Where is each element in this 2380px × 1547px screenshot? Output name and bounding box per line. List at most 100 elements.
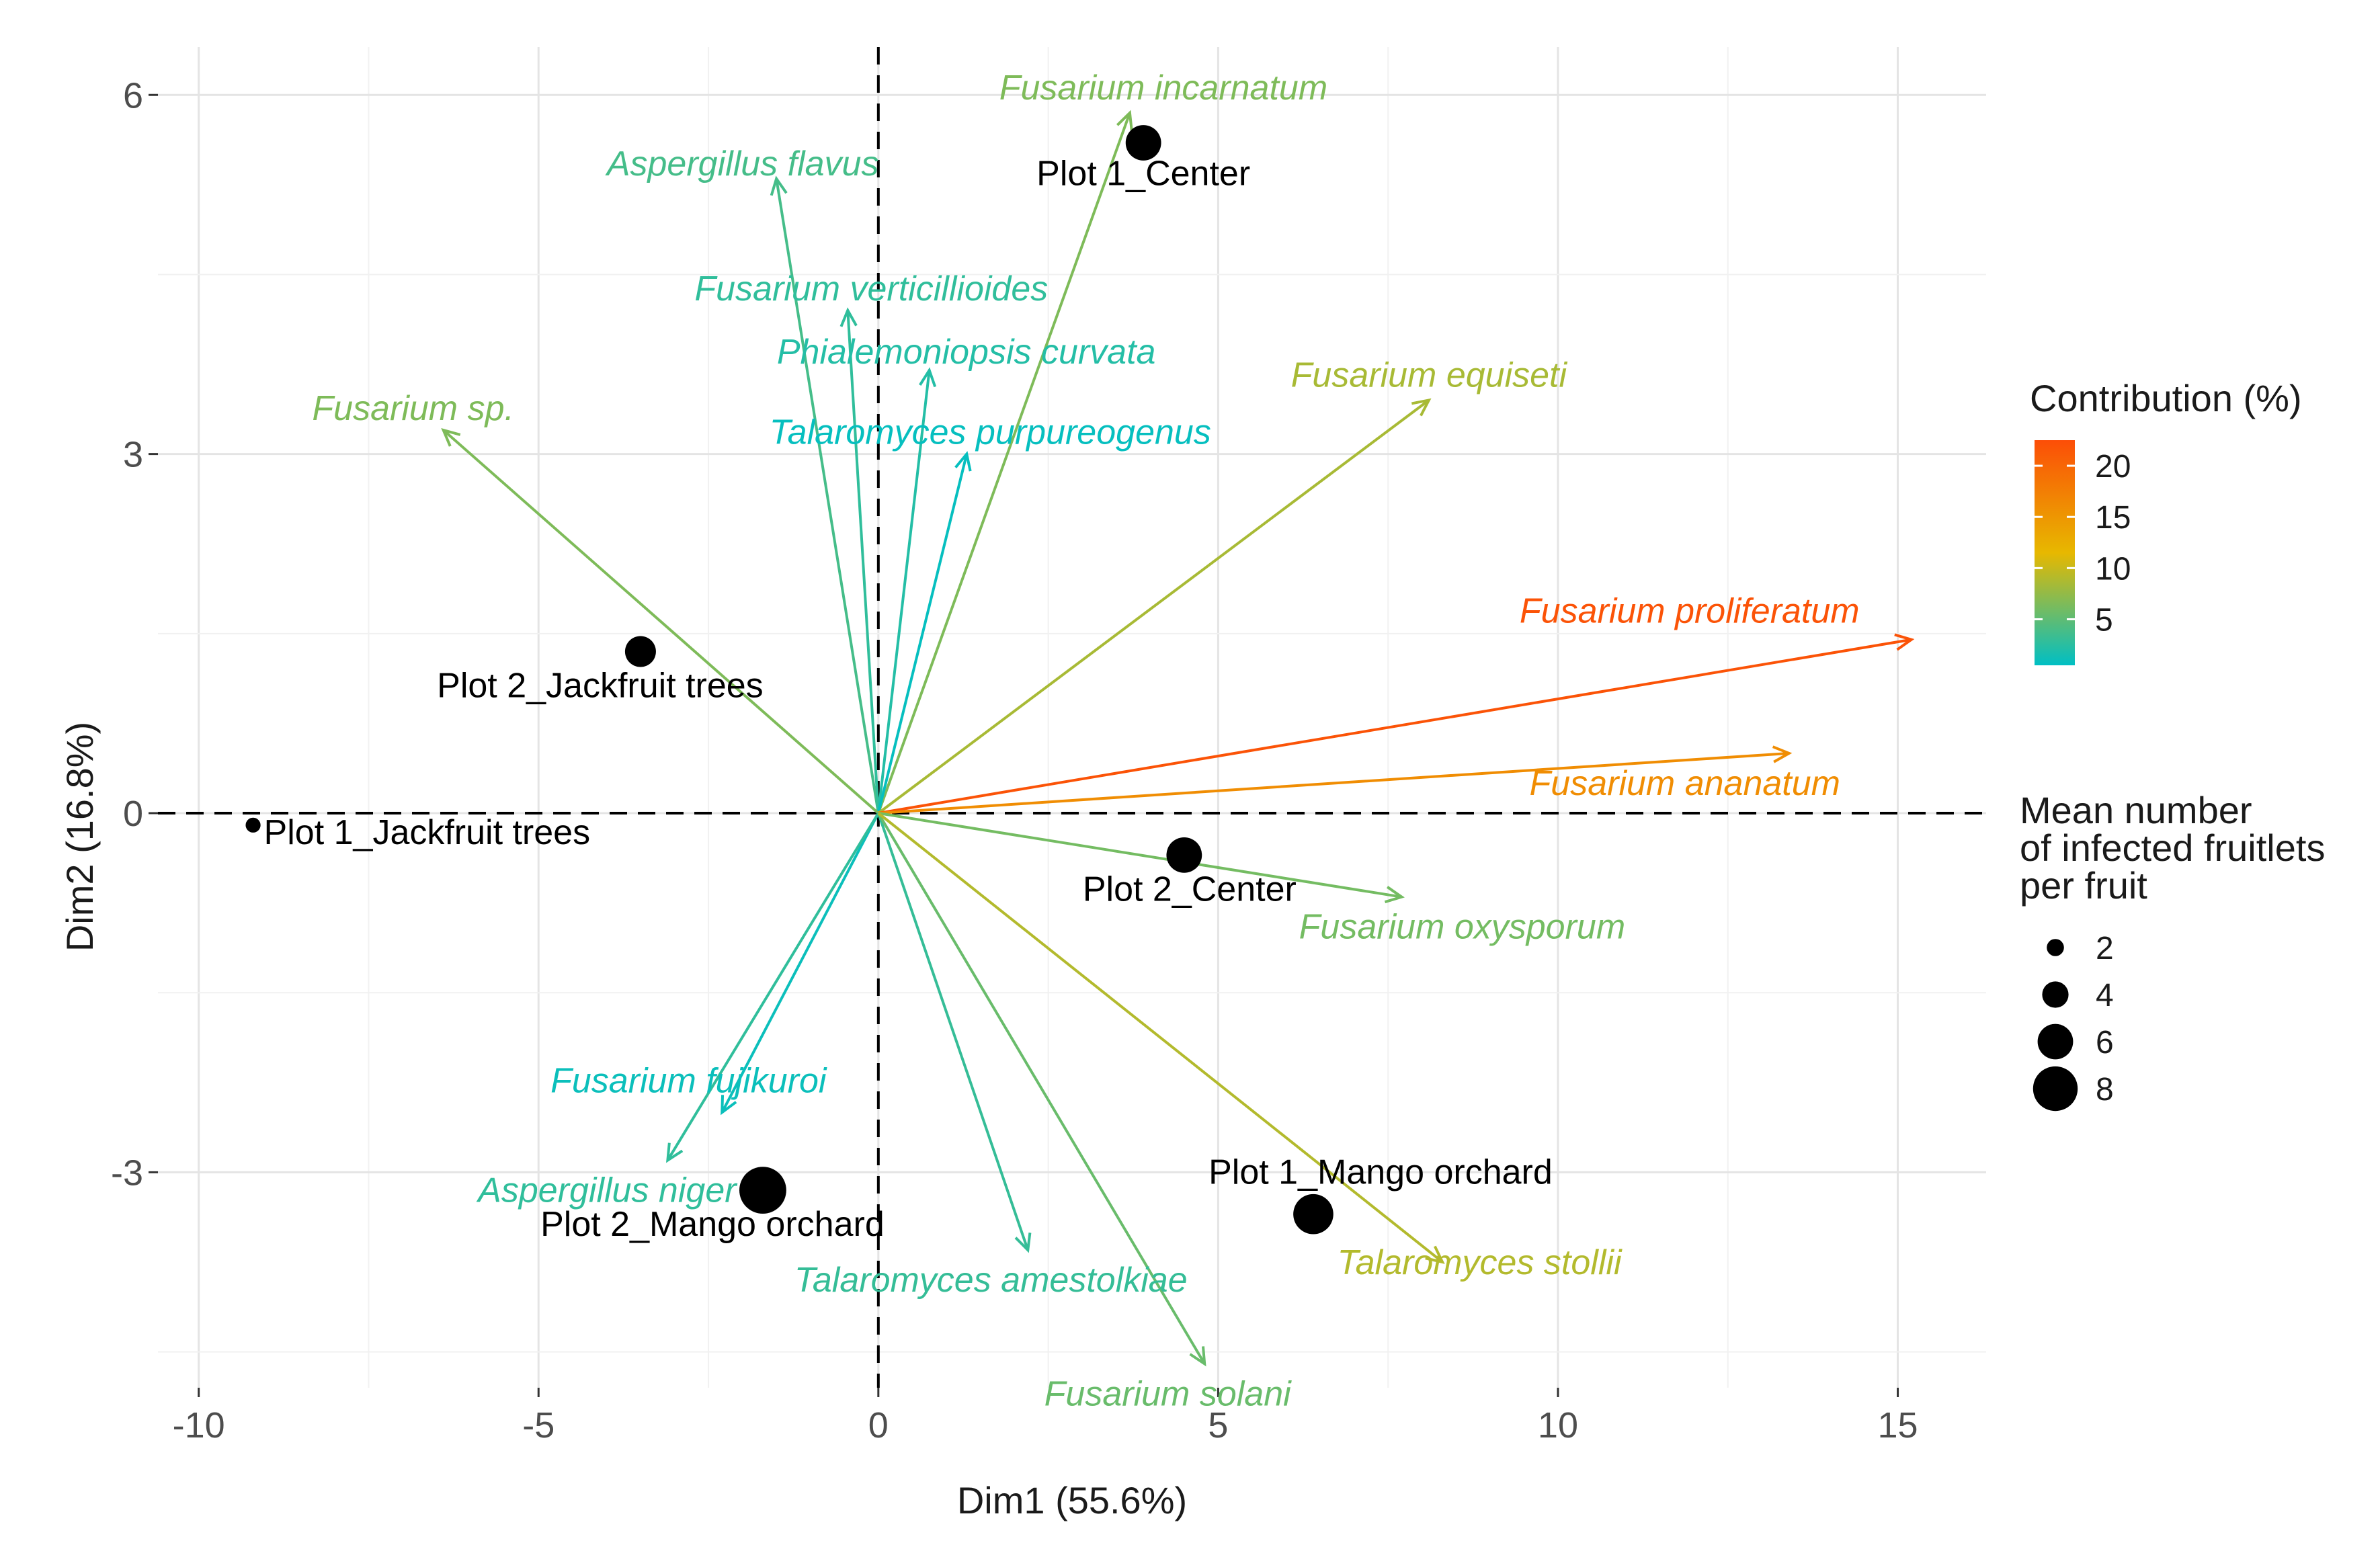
variable-arrow xyxy=(876,451,972,814)
x-tick-label: 5 xyxy=(1208,1405,1228,1446)
arrow-head xyxy=(1772,745,1793,763)
variable-label: Fusarium equiseti xyxy=(1291,356,1568,394)
contribution-colorbar xyxy=(2035,440,2075,665)
individual-points xyxy=(245,125,1333,1235)
size-legend-label: 2 xyxy=(2096,931,2114,966)
arrow-shaft xyxy=(721,812,880,1114)
variable-arrow xyxy=(770,175,880,814)
arrow-head xyxy=(721,1095,737,1116)
grid xyxy=(158,47,1986,1388)
individual-point xyxy=(1125,125,1161,161)
variable-arrow xyxy=(876,367,937,814)
arrow-shaft xyxy=(877,812,1444,1263)
variable-arrow xyxy=(878,812,1405,904)
variable-label: Talaromyces amestolkiae xyxy=(794,1261,1188,1300)
y-tick-label: 0 xyxy=(123,794,143,834)
x-tick-label: 15 xyxy=(1878,1405,1918,1446)
arrow-head xyxy=(1425,1245,1445,1264)
variable-label: Fusarium solani xyxy=(1044,1374,1292,1413)
y-axis-title: Dim2 (16.8%) xyxy=(58,722,101,952)
size-legend-key xyxy=(2033,1066,2078,1112)
variable-label: Fusarium ananatum xyxy=(1530,764,1840,803)
arrow-head xyxy=(1894,633,1915,651)
arrow-shaft xyxy=(877,399,1430,814)
size-legend-key xyxy=(2037,1023,2074,1060)
x-tick-label: 10 xyxy=(1538,1405,1578,1446)
y-tick-label: -3 xyxy=(111,1153,143,1193)
variable-arrow xyxy=(721,812,880,1116)
arrow-shaft xyxy=(775,178,880,814)
x-tick-label: -10 xyxy=(173,1405,225,1446)
arrow-head xyxy=(1384,886,1405,904)
arrow-shaft xyxy=(876,370,931,814)
variable-label: Fusarium fujikuroi xyxy=(550,1061,827,1100)
arrow-shaft xyxy=(876,454,969,814)
individual-label: Plot 2_Center xyxy=(1083,870,1297,909)
arrow-head xyxy=(1014,1232,1032,1253)
y-tick-label: 3 xyxy=(123,435,143,475)
variable-label: Fusarium verticillioides xyxy=(694,269,1048,308)
x-tick-label: -5 xyxy=(522,1405,555,1446)
arrow-head xyxy=(1411,398,1432,417)
y-tick-label: 6 xyxy=(123,75,143,116)
variable-arrow xyxy=(839,307,880,814)
size-legend-title: of infected fruitlets xyxy=(2020,827,2325,869)
variable-arrow xyxy=(665,812,880,1163)
size-legend-label: 8 xyxy=(2096,1072,2114,1107)
arrow-head xyxy=(954,451,972,472)
colorbar-tick-label: 20 xyxy=(2095,449,2131,485)
variable-label: Phialemoniopsis curvata xyxy=(777,333,1156,372)
arrow-head xyxy=(441,427,461,447)
arrow-shaft xyxy=(878,638,1912,814)
color-legend-title: Contribution (%) xyxy=(2030,377,2302,419)
arrow-head xyxy=(665,1142,684,1163)
x-tick-label: 0 xyxy=(868,1405,889,1446)
arrow-shaft xyxy=(876,812,1030,1251)
variable-arrow xyxy=(878,633,1915,814)
arrow-head xyxy=(1189,1346,1206,1367)
colorbar-tick-label: 10 xyxy=(2095,551,2131,587)
labels: Fusarium incarnatum Aspergillus flavus Fus… xyxy=(264,69,1860,1413)
size-legend-title: per fruit xyxy=(2020,864,2147,907)
variable-label: Aspergillus flavus xyxy=(605,144,879,183)
individual-label: Plot 2_Mango orchard xyxy=(540,1205,885,1244)
arrow-head xyxy=(770,175,788,196)
individual-point xyxy=(1293,1194,1333,1235)
arrow-head xyxy=(919,367,937,388)
arrow-head xyxy=(1116,110,1133,131)
size-legend-label: 6 xyxy=(2096,1025,2114,1060)
variable-arrows xyxy=(441,110,1915,1367)
variable-label: Aspergillus niger xyxy=(476,1171,738,1210)
individual-label: Plot 2_Jackfruit trees xyxy=(437,667,764,706)
variable-label: Fusarium sp. xyxy=(312,389,514,428)
variable-arrow xyxy=(876,110,1133,814)
colorbar-tick-label: 5 xyxy=(2095,602,2113,638)
axes: -10 -5 0 5 10 15 -3 0 3 6 xyxy=(111,47,1986,1446)
individual-label: Plot 1_Center xyxy=(1036,155,1250,194)
individual-label: Plot 1_Mango orchard xyxy=(1208,1153,1553,1192)
variable-arrow xyxy=(877,812,1445,1264)
variable-label: Talaromyces stollii xyxy=(1338,1243,1623,1282)
variable-label: Fusarium oxysporum xyxy=(1299,908,1625,947)
size-legend-key xyxy=(2047,939,2064,956)
individual-label: Plot 1_Jackfruit trees xyxy=(264,813,591,852)
variable-arrow xyxy=(878,745,1793,814)
individual-point xyxy=(739,1167,786,1214)
variable-label: Fusarium proliferatum xyxy=(1520,592,1860,631)
arrow-shaft xyxy=(877,812,1206,1365)
variable-label: Fusarium incarnatum xyxy=(999,69,1327,108)
variable-arrow xyxy=(877,812,1206,1367)
variable-arrow xyxy=(877,398,1432,814)
size-legend-label: 4 xyxy=(2096,978,2114,1013)
arrow-shaft xyxy=(878,751,1789,814)
individual-point xyxy=(1166,837,1202,873)
arrow-head xyxy=(839,307,858,327)
arrow-shaft xyxy=(876,112,1131,814)
variable-arrow xyxy=(876,812,1032,1253)
arrow-shaft xyxy=(878,812,1402,898)
x-axis-title: Dim1 (55.6%) xyxy=(957,1479,1187,1521)
arrow-shaft xyxy=(666,812,880,1161)
size-legend-title: Mean number xyxy=(2020,789,2252,831)
